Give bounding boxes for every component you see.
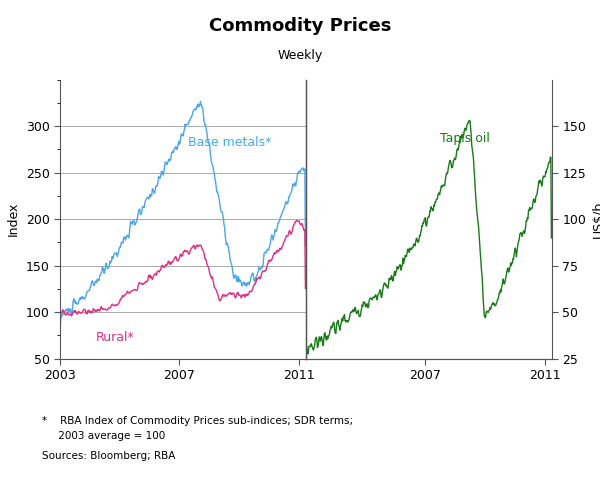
Text: Base metals*: Base metals*	[188, 136, 272, 149]
Text: Tapis oil: Tapis oil	[440, 132, 490, 145]
Text: Rural*: Rural*	[96, 331, 134, 344]
Text: *    RBA Index of Commodity Prices sub-indices; SDR terms;: * RBA Index of Commodity Prices sub-indi…	[42, 416, 353, 426]
Y-axis label: US$/b: US$/b	[592, 201, 600, 238]
Y-axis label: Index: Index	[7, 202, 20, 237]
Text: Commodity Prices: Commodity Prices	[209, 17, 391, 35]
Text: Weekly: Weekly	[277, 49, 323, 62]
Text: 2003 average = 100: 2003 average = 100	[42, 431, 165, 441]
Text: Sources: Bloomberg; RBA: Sources: Bloomberg; RBA	[42, 451, 175, 461]
